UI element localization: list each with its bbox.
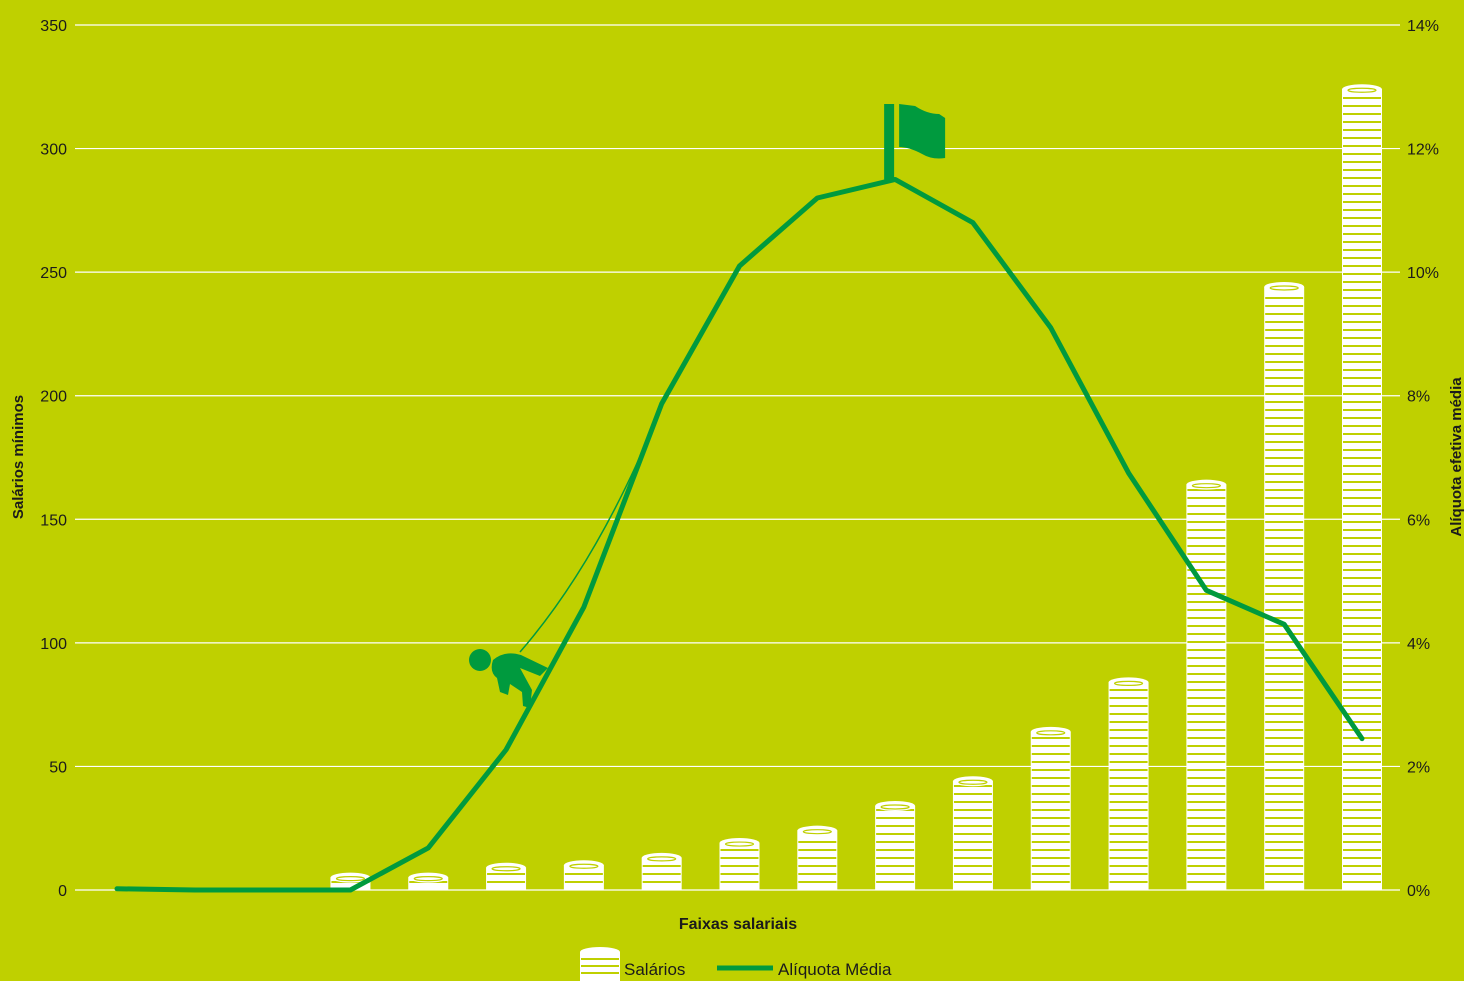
coin-stack-bar: [563, 860, 604, 890]
legend-label-aliquota-media: Alíquota Média: [778, 960, 892, 979]
rope-icon: [519, 404, 663, 653]
y-tick-left: 350: [40, 18, 67, 35]
y-tick-left: 150: [40, 512, 67, 529]
coin-rim: [491, 866, 521, 872]
coin-rim: [802, 829, 832, 835]
coin-stack-bar: [719, 838, 760, 890]
coin-stack-bar: [486, 862, 527, 890]
coin-stack-bar: [797, 825, 838, 890]
climber-body: [491, 653, 548, 708]
coin-stack-bar: [1342, 84, 1382, 890]
y-tick-right: 0%: [1407, 883, 1430, 900]
bar-body: [875, 805, 916, 890]
coin-stack-bar: [641, 852, 682, 890]
y-tick-left: 300: [40, 142, 67, 159]
legend-label-salarios: Salários: [624, 960, 685, 979]
x-axis-label: Faixas salariais: [679, 916, 797, 933]
y-tick-right: 8%: [1407, 389, 1430, 406]
coin-stack-bar: [1030, 726, 1071, 890]
coin-stack-bar: [1108, 677, 1149, 890]
coin-stack-bar: [875, 800, 916, 890]
climber-icon: [469, 649, 548, 708]
y-axis-left-label: Salários mínimos: [10, 395, 27, 519]
y-axis-left-ticks: 0 50 100 150 200 250 300 350: [40, 18, 67, 900]
bar-body: [1186, 484, 1227, 890]
y-tick-right: 10%: [1407, 265, 1439, 282]
bar-body: [1264, 286, 1305, 890]
coin-rim: [1347, 87, 1377, 93]
y-tick-right: 2%: [1407, 759, 1430, 776]
coin-rim: [1191, 483, 1221, 489]
y-tick-right: 12%: [1407, 142, 1439, 159]
bar-body: [952, 781, 993, 890]
coin-rim: [1269, 285, 1299, 291]
coin-rim: [413, 876, 443, 882]
coin-stack-bar: [408, 872, 449, 890]
coin-stack-bar: [1186, 479, 1227, 890]
y-axis-right-label: Alíquota efetiva média: [1448, 377, 1464, 537]
coin-rim: [1113, 680, 1144, 687]
illustration-layer: [469, 104, 946, 708]
line-series: [114, 176, 1365, 893]
coin-rim: [724, 841, 755, 847]
flag-icon: [899, 104, 946, 159]
y-tick-right: 14%: [1407, 18, 1439, 35]
bar-series: [330, 84, 1382, 890]
y-tick-left: 50: [49, 759, 67, 776]
y-axis-right-ticks: 0% 2% 4% 6% 8% 10% 12% 14%: [1407, 18, 1439, 900]
coin-rim: [647, 856, 677, 862]
legend-coin-top: [580, 947, 620, 957]
y-tick-left: 200: [40, 389, 67, 406]
y-tick-left: 100: [40, 636, 67, 653]
legend-coin-icon: [580, 947, 620, 981]
coin-rim: [880, 804, 910, 810]
y-tick-right: 6%: [1407, 512, 1430, 529]
climber-head: [469, 649, 491, 671]
coin-rim: [958, 779, 988, 785]
coin-rim: [569, 863, 599, 869]
bar-body: [797, 830, 838, 890]
coin-rim: [335, 876, 366, 882]
y-tick-left: 0: [58, 883, 67, 900]
coin-stack-bar: [952, 776, 993, 890]
flag-pole-icon: [884, 104, 895, 180]
coin-stack-bar: [1264, 281, 1305, 890]
y-tick-left: 250: [40, 265, 67, 282]
y-tick-right: 4%: [1407, 636, 1430, 653]
legend: Salários Alíquota Média: [580, 947, 892, 981]
coin-rim: [1036, 730, 1066, 736]
